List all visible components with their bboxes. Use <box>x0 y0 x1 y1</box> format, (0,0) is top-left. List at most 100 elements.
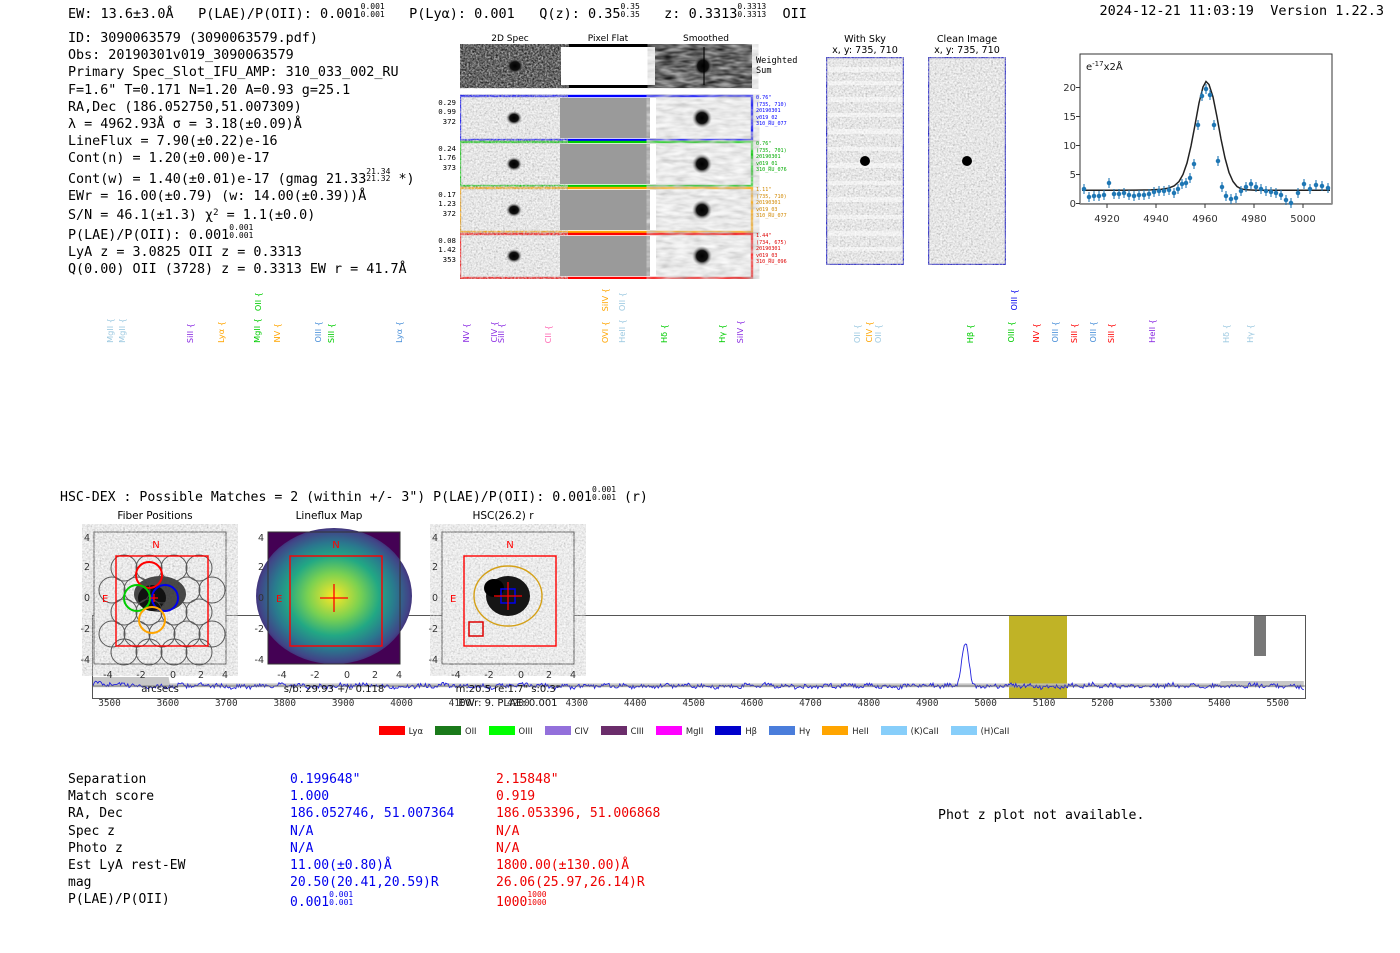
object-id-block: ID: 3090063579 (3090063579.pdf) Obs: 201… <box>68 30 415 278</box>
emission-line-label-3: Lyα { <box>216 321 227 343</box>
compass-e-hsc: E <box>450 594 456 605</box>
emission-line-label-1: MgII { <box>117 318 128 343</box>
fs-xtick-5100: 5100 <box>1032 698 1056 709</box>
header-z-hi: 0.3313 <box>737 2 767 11</box>
match-row-blue-2: 186.052746, 51.007364 <box>290 806 455 822</box>
legend-label-5: MgII <box>685 725 704 736</box>
legend-chip-1 <box>434 726 461 735</box>
svg-text:-4: -4 <box>429 655 438 666</box>
cutout-title-0: With Sky <box>844 34 886 45</box>
plae-line-hi: 0.001 <box>229 223 254 233</box>
spec2d-col-title-0: 2D Spec <box>491 34 529 44</box>
lp-ytick-10: 10 <box>1063 141 1076 152</box>
snr-pre: S/N = 46.1(±1.3) χ <box>68 207 214 223</box>
fs-xtick-5500: 5500 <box>1266 698 1289 709</box>
fs-xtick-5000: 5000 <box>974 698 997 709</box>
lambda-line: λ = 4962.93Å σ = 3.18(±0.09)Å <box>68 117 302 133</box>
legend-chip-10 <box>950 726 977 735</box>
lineflux-line: LineFlux = 7.90(±0.22)e-16 <box>68 134 278 150</box>
hsc-caption-2: EWr: 9. PLAE: 0.001 <box>458 698 557 709</box>
spec2d-image-stack <box>460 44 754 279</box>
header-timestamp-version: 2024-12-21 11:03:19 Version 1.22.3 <box>1100 3 1385 19</box>
fs-xtick-5300: 5300 <box>1149 698 1173 709</box>
panel-fiber-positions: Fiber Positions N E 4 2 0 -2 -4 -4 -2 0 2 4 arcs… <box>60 510 250 718</box>
emission-line-label-15: SiIV { <box>599 287 610 311</box>
cutout-subtitle-0: x, y: 735, 710 <box>832 45 898 57</box>
hscdex-title-text: HSC-DEX : Possible Matches = 2 (within +… <box>60 489 592 505</box>
spec2d-row-left-1: 0.24 1.76 373 <box>438 144 456 172</box>
emission-line-label-32: HeII { <box>1147 319 1158 343</box>
legend-label-6: Hβ <box>745 725 758 736</box>
header-plae-hi: 0.001 <box>360 2 385 11</box>
spec2d-row-right-0: 0.76" (735, 710) 20190301 v019_02 310_RU… <box>756 95 787 128</box>
emission-line-label-21: OII { <box>852 323 863 343</box>
cont-w-hi: 21.34 <box>366 166 391 176</box>
header-ew: EW: 13.6±3.0Å <box>68 5 174 22</box>
panel-lineflux-map: Lineflux Map N E 4 2 0 -2 -4 -4 -2 0 2 4 s/b: 29… <box>234 510 424 718</box>
highlight-band-high <box>1254 616 1266 656</box>
q-line: Q(0.00) OII (3728) z = 0.3313 EW r = 41.… <box>68 262 407 278</box>
header-plya-value: 0.001 <box>474 5 515 22</box>
full-spectrum-xtick-row: 3500 3600 3700 3800 3900 4000 4100 4200 4300 4400… <box>0 698 1400 714</box>
legend-label-8: HeII <box>852 725 869 736</box>
emission-line-label-27: NV { <box>1031 323 1042 343</box>
svg-text:4: 4 <box>432 533 438 544</box>
svg-text:-2: -2 <box>81 624 90 635</box>
lineflux-map-svg: N E 4 2 0 -2 -4 -4 -2 0 2 4 s/b: 29.93 +/- 0.118 <box>255 528 412 695</box>
emission-line-label-25: OIII { <box>1006 321 1017 343</box>
line-profile-plot: e-17x2Å 0 5 10 15 20 4920 4940 4960 4980… <box>1036 46 1381 262</box>
hsc-r-svg: N E 4 2 0 -2 -4 -4 -2 0 2 4 m:20.5 re:1.7" s:0.3… <box>429 531 576 709</box>
svg-text:0: 0 <box>432 593 438 604</box>
svg-text:2: 2 <box>432 562 438 573</box>
emission-line-label-18: Hδ { <box>659 324 670 343</box>
header-plae-lo: 0.001 <box>360 9 385 19</box>
emission-line-label-row: MgII {MgII {SiII {Lyα {MgII {OII {NV {OI… <box>0 270 1400 345</box>
emission-line-label-30: OIII { <box>1088 321 1099 343</box>
spec2d-col-title-1: Pixel Flat <box>587 34 629 44</box>
panel-title-fiber: Fiber Positions <box>117 510 193 522</box>
emission-line-label-29: SiII { <box>1069 322 1080 343</box>
spectrum-error-band <box>93 677 1304 688</box>
lp-xtick-4920: 4920 <box>1094 214 1119 225</box>
svg-text:-4: -4 <box>277 670 286 681</box>
match-row-label-2: RA, Dec <box>68 806 123 822</box>
cutout-image-clean <box>926 55 1008 267</box>
cutout-clean-image: Clean Image x, y: 735, 710 <box>926 34 1008 269</box>
spec2d-row-right-2: 1.11" (735, 710) 20190301 v019_03 310_RU… <box>756 187 787 220</box>
cont-w-line: Cont(w) = 1.40(±0.01)e-17 (gmag 21.3321.… <box>68 166 415 188</box>
legend-chip-3 <box>544 726 571 735</box>
cutout-image-with-sky <box>824 55 906 267</box>
svg-text:-4: -4 <box>103 670 112 681</box>
legend-chip-7 <box>769 726 796 735</box>
spec2d-row-right-1: 0.76" (735, 701) 20190301 v019_01 310_RU… <box>756 141 787 174</box>
emission-line-label-34: Hγ { <box>1244 324 1255 343</box>
svg-text:0: 0 <box>344 670 350 681</box>
emission-line-label-2: SiII { <box>185 322 196 343</box>
cutout-title-1: Clean Image <box>936 34 998 45</box>
fs-xtick-4400: 4400 <box>623 698 647 709</box>
svg-text:0: 0 <box>258 593 264 604</box>
svg-text:4: 4 <box>258 533 264 544</box>
match-row-label-1: Match score <box>68 789 155 805</box>
seeing-line: F=1.6" T=0.171 N=1.20 A=0.93 g=25.1 <box>68 82 351 98</box>
fs-xtick-4300: 4300 <box>565 698 589 709</box>
lineflux-caption: s/b: 29.93 +/- 0.118 <box>284 684 384 695</box>
line-profile-svg: e-17x2Å 0 5 10 15 20 4920 4940 4960 4980… <box>1063 53 1333 225</box>
fs-xtick-3700: 3700 <box>215 698 238 709</box>
emission-line-label-23: OII { <box>872 323 883 343</box>
legend-label-2: OIII <box>518 725 533 736</box>
emission-line-label-17: OII { <box>617 291 628 311</box>
header-z-lo: 0.3313 <box>737 9 767 19</box>
fiber-xlabel: arcsecs <box>141 684 179 695</box>
lp-xtick-4960: 4960 <box>1192 214 1217 225</box>
fs-xtick-4500: 4500 <box>682 698 705 709</box>
emission-line-label-26: OIII { <box>1008 289 1019 311</box>
radec-line: RA,Dec (186.052750,51.007309) <box>68 99 302 115</box>
lp-xtick-4940: 4940 <box>1143 214 1168 225</box>
match-row-label-0: Separation <box>68 772 147 787</box>
fs-xtick-3600: 3600 <box>156 698 180 709</box>
primary-spec-line: Primary Spec_Slot_IFU_AMP: 310_033_002_R… <box>68 65 399 81</box>
emission-line-label-31: SiII { <box>1106 322 1117 343</box>
header-plya-label: P(Lyα): <box>409 5 467 22</box>
weighted-sum-label: Weighted Sum <box>756 56 798 76</box>
